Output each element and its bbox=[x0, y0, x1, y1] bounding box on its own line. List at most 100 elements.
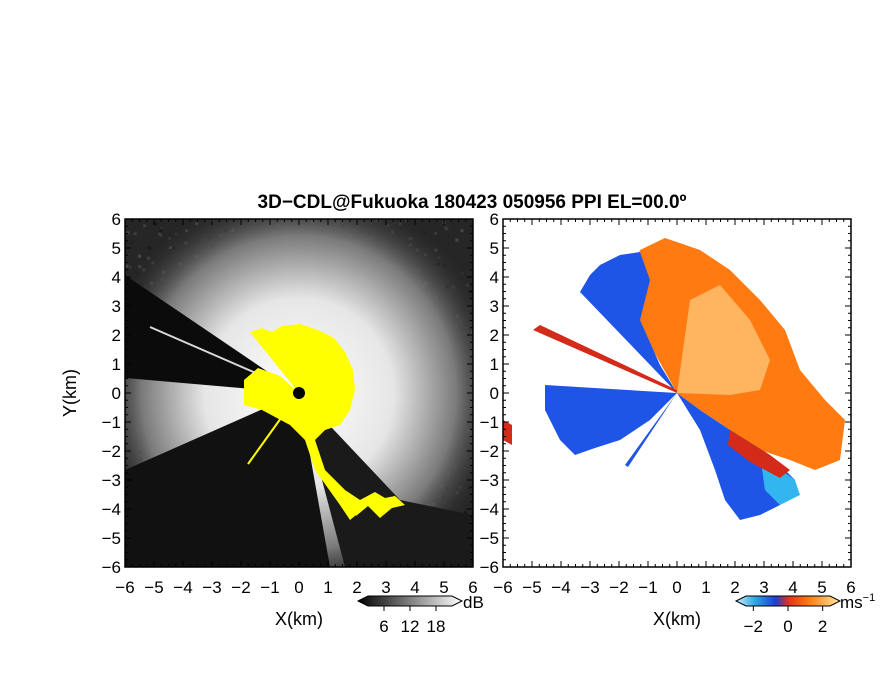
y-tick-label: 6 bbox=[112, 210, 121, 229]
noise-speck bbox=[125, 264, 129, 268]
velocity-ticks bbox=[502, 218, 852, 568]
echo-region bbox=[244, 324, 356, 520]
noise-speck bbox=[444, 227, 448, 231]
intensity-y-axis-label: Y(km) bbox=[60, 369, 80, 417]
x-tick-label: −2 bbox=[231, 578, 250, 597]
velocity-narrow-beam bbox=[533, 325, 677, 393]
y-tick-label: 2 bbox=[112, 326, 121, 345]
y-tick-label: 4 bbox=[112, 268, 121, 287]
noise-speck bbox=[143, 224, 147, 228]
x-tick-label: −1 bbox=[260, 578, 279, 597]
x-tick-label: 2 bbox=[352, 578, 361, 597]
noise-speck bbox=[443, 219, 447, 223]
colorbar-tick-label: 0 bbox=[783, 617, 792, 636]
noise-speck bbox=[126, 231, 130, 235]
figure-title: 3D−CDL@Fukuoka 180423 050956 PPI EL=00.0… bbox=[258, 192, 687, 213]
x-tick-label: 4 bbox=[788, 578, 797, 597]
noise-speck bbox=[154, 222, 158, 226]
y-tick-label: 5 bbox=[490, 239, 499, 258]
echo-spoke bbox=[247, 392, 300, 465]
y-tick-label: 0 bbox=[112, 384, 121, 403]
velocity-colorbar-unit-base: ms bbox=[840, 593, 863, 612]
radar-site-marker bbox=[293, 387, 305, 399]
x-tick-label: 5 bbox=[439, 578, 448, 597]
x-tick-label: 1 bbox=[323, 578, 332, 597]
x-tick-label: 3 bbox=[381, 578, 390, 597]
noise-speck bbox=[159, 229, 163, 233]
blocked-sector-lower bbox=[125, 393, 330, 567]
x-tick-label: −6 bbox=[493, 578, 512, 597]
colorbar-tick-label: 12 bbox=[401, 617, 420, 636]
velocity-positive-highlight bbox=[677, 285, 770, 395]
velocity-y-tick-labels: 6 5 4 3 2 1 0 −1 −2 −3 −4 −5 −6 bbox=[480, 210, 499, 577]
colorbar-tick-label: −2 bbox=[744, 617, 763, 636]
y-tick-label: −1 bbox=[102, 413, 121, 432]
y-tick-label: −2 bbox=[480, 442, 499, 461]
echo-fringe bbox=[345, 490, 405, 518]
noise-speck bbox=[126, 221, 130, 225]
noise-speck bbox=[128, 265, 132, 269]
velocity-negative-region-southwest bbox=[545, 385, 677, 455]
x-tick-label: 0 bbox=[294, 578, 303, 597]
x-tick-label: 2 bbox=[730, 578, 739, 597]
x-tick-label: −4 bbox=[173, 578, 192, 597]
intensity-panel: −6 −5 −4 −3 −2 −1 0 1 2 3 4 5 6 6543210−1−2−3−4−5−6 … bbox=[60, 210, 478, 629]
x-tick-label: 1 bbox=[701, 578, 710, 597]
y-tick-label: −2 bbox=[102, 442, 121, 461]
y-tick-label: −4 bbox=[480, 500, 499, 519]
blocked-sector-lower-right bbox=[299, 393, 473, 567]
y-tick-label: 5 bbox=[112, 239, 121, 258]
velocity-red-fringe bbox=[728, 430, 790, 478]
x-tick-label: −1 bbox=[638, 578, 657, 597]
noise-speck bbox=[159, 227, 163, 231]
intensity-x-tick-labels: −6 −5 −4 −3 −2 −1 0 1 2 3 4 5 6 bbox=[115, 578, 477, 597]
x-tick-label: −2 bbox=[609, 578, 628, 597]
x-tick-label: −3 bbox=[202, 578, 221, 597]
y-tick-label: −5 bbox=[102, 529, 121, 548]
y-tick-label: 3 bbox=[112, 297, 121, 316]
x-tick-label: 4 bbox=[410, 578, 419, 597]
velocity-panel: −6 −5 −4 −3 −2 −1 0 1 2 3 4 5 6 6543210−1−2−3−4−5−6 … bbox=[480, 210, 856, 629]
noise-speck bbox=[133, 232, 137, 236]
noise-speck bbox=[158, 232, 162, 236]
noise-speck bbox=[460, 229, 464, 233]
y-tick-label: −3 bbox=[102, 471, 121, 490]
noise-speck bbox=[137, 242, 141, 246]
y-tick-label: −3 bbox=[480, 471, 499, 490]
noise-speck bbox=[137, 254, 141, 258]
intensity-x-axis-label: X(km) bbox=[275, 609, 323, 629]
y-tick-label: −4 bbox=[102, 500, 121, 519]
y-tick-label: 1 bbox=[490, 355, 499, 374]
velocity-colorbar-unit: ms−1 bbox=[840, 592, 875, 612]
y-tick-label: −6 bbox=[102, 558, 121, 577]
velocity-narrow-beam-blue bbox=[625, 393, 677, 467]
intensity-colorbar-unit: dB bbox=[463, 593, 484, 612]
velocity-x-axis-label: X(km) bbox=[653, 609, 701, 629]
blocked-sector-upper bbox=[125, 275, 299, 393]
x-tick-label: −5 bbox=[144, 578, 163, 597]
x-tick-label: −4 bbox=[551, 578, 570, 597]
noise-speck bbox=[455, 238, 459, 242]
y-tick-label: −1 bbox=[480, 413, 499, 432]
colorbar-tick-label: 18 bbox=[427, 617, 446, 636]
intensity-colorbar-bar bbox=[356, 595, 464, 607]
intensity-y-tick-labels: 6 5 4 3 2 1 0 −1 −2 −3 −4 −5 −6 bbox=[102, 210, 121, 577]
intensity-ticks bbox=[124, 218, 474, 568]
y-tick-label: 0 bbox=[490, 384, 499, 403]
velocity-edge-streak bbox=[503, 420, 512, 445]
velocity-colorbar-unit-exponent: −1 bbox=[863, 592, 876, 604]
y-tick-label: 1 bbox=[112, 355, 121, 374]
y-tick-label: 4 bbox=[490, 268, 499, 287]
intensity-field bbox=[125, 219, 473, 567]
x-tick-label: 5 bbox=[817, 578, 826, 597]
noise-speck bbox=[130, 240, 134, 244]
noise-speck bbox=[433, 231, 437, 235]
velocity-negative-region-north bbox=[580, 252, 677, 393]
y-tick-label: 2 bbox=[490, 326, 499, 345]
x-tick-label: 6 bbox=[468, 578, 477, 597]
y-tick-label: −6 bbox=[480, 558, 499, 577]
x-tick-label: 6 bbox=[846, 578, 855, 597]
velocity-colorbar: −2 0 2 ms−1 bbox=[734, 592, 875, 636]
velocity-field bbox=[503, 219, 851, 567]
